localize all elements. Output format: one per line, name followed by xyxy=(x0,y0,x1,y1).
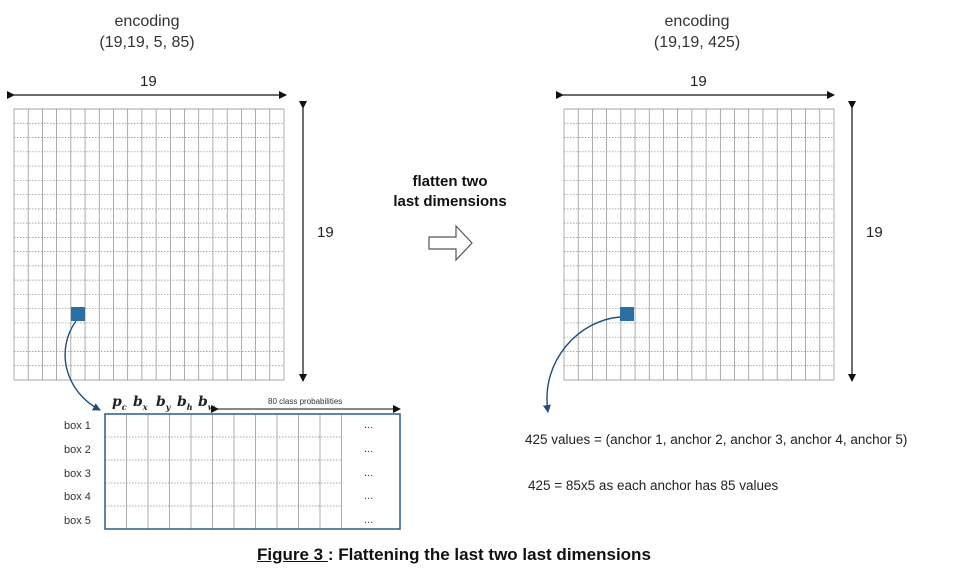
ellipsis-row1: ... xyxy=(364,419,374,431)
flatten-title: flatten two last dimensions xyxy=(350,172,550,212)
figure-number: Figure 3 xyxy=(257,545,328,564)
detail-table-border xyxy=(104,413,401,530)
ellipsis-row5: ... xyxy=(364,514,374,526)
flatten-title-line2: last dimensions xyxy=(393,193,507,210)
left-height-label: 19 xyxy=(317,224,334,241)
note-425-equation: 425 = 85x5 as each anchor has 85 values xyxy=(528,478,779,493)
param-pc: pc xyxy=(112,394,127,412)
right-grid xyxy=(563,108,835,381)
figure-caption: Figure 3 : Flattening the last two last … xyxy=(257,545,651,565)
param-by: by xyxy=(156,394,171,412)
left-encoding-shape: (19,19, 5, 85) xyxy=(99,34,195,51)
left-encoding-title: encoding (19,19, 5, 85) xyxy=(47,11,247,53)
flatten-title-line1: flatten two xyxy=(412,173,488,190)
right-width-label: 19 xyxy=(690,73,707,90)
left-encoding-label: encoding xyxy=(114,13,180,30)
left-curve-arrow xyxy=(64,320,101,411)
row-label-box5: box 5 xyxy=(64,515,91,527)
row-label-box3: box 3 xyxy=(64,468,91,480)
param-bh: bh xyxy=(177,394,193,412)
flatten-arrow-icon xyxy=(428,224,473,262)
param-bx: bx xyxy=(133,394,148,412)
right-encoding-label: encoding xyxy=(664,13,730,30)
ellipsis-row2: ... xyxy=(364,443,374,455)
row-label-box2: box 2 xyxy=(64,444,91,456)
ellipsis-row4: ... xyxy=(364,490,374,502)
left-grid xyxy=(13,108,285,381)
note-425-values: 425 values = (anchor 1, anchor 2, anchor… xyxy=(525,432,908,447)
right-encoding-shape: (19,19, 425) xyxy=(653,34,741,51)
ellipsis-row3: ... xyxy=(364,467,374,479)
right-curve-arrow xyxy=(542,316,621,413)
left-highlight-cell xyxy=(71,307,85,321)
left-width-label: 19 xyxy=(140,73,157,90)
detail-table xyxy=(105,414,342,529)
right-highlight-cell xyxy=(620,307,634,321)
right-encoding-title: encoding (19,19, 425) xyxy=(597,11,797,53)
row-label-box1: box 1 xyxy=(64,420,91,432)
class-probabilities-label: 80 class probabilities xyxy=(268,397,343,406)
row-label-box4: box 4 xyxy=(64,491,91,503)
right-height-label: 19 xyxy=(866,224,883,241)
figure-caption-text: : Flattening the last two last dimension… xyxy=(327,545,651,564)
